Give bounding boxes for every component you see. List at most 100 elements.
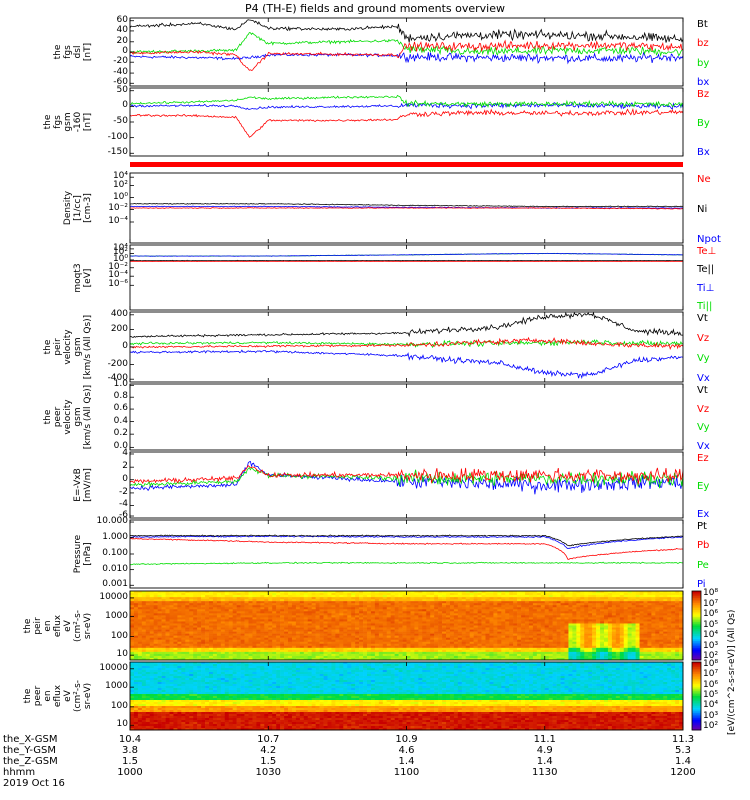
spectrogram-cell <box>584 653 589 657</box>
spectrogram-cell <box>390 657 395 661</box>
spectrogram-cell <box>264 643 269 647</box>
spectrogram-cell <box>323 641 328 645</box>
spectrogram-cell <box>339 619 344 622</box>
spectrogram-cell <box>655 609 660 612</box>
spectrogram-cell <box>611 649 617 653</box>
spectrogram-cell <box>331 635 336 638</box>
spectrogram-cell <box>264 593 269 596</box>
spectrogram-cell <box>335 657 340 661</box>
spectrogram-cell <box>639 623 644 626</box>
spectrogram-cell <box>209 627 214 630</box>
spectrogram-cell <box>465 615 470 618</box>
spectrogram-cell <box>659 609 664 612</box>
spectrogram-cell <box>173 633 178 636</box>
spectrogram-cell <box>671 647 676 651</box>
spectrogram-cell <box>145 710 151 713</box>
spectrogram-cell <box>592 591 597 594</box>
spectrogram-cell <box>268 593 273 596</box>
spectrogram-cell <box>205 651 210 655</box>
spectrogram-cell <box>185 629 190 632</box>
spectrogram-cell <box>141 704 147 707</box>
spectrogram-cell <box>540 617 546 620</box>
spectrogram-cell <box>513 605 518 608</box>
spectrogram-cell <box>675 629 680 632</box>
spectrogram-cell <box>291 657 297 661</box>
spectrogram-cell <box>655 601 660 604</box>
spectrogram-cell <box>647 593 652 596</box>
spectrogram-cell <box>588 643 593 647</box>
spectrogram-cell <box>133 599 139 602</box>
spectrogram-cell <box>446 657 451 661</box>
spectrogram-cell <box>509 649 514 653</box>
spectrogram-cell <box>374 591 380 594</box>
spectrogram-cell <box>264 619 269 622</box>
spectrogram-cell <box>663 637 668 641</box>
spectrogram-cell <box>367 605 372 608</box>
spectrogram-cell <box>386 619 391 622</box>
spectrogram-cell <box>161 607 166 610</box>
spectrogram-cell <box>584 655 589 659</box>
spectrogram-cell <box>224 639 230 643</box>
spectrogram-cell <box>327 599 332 602</box>
spectrogram-cell <box>288 651 293 655</box>
spectrogram-cell <box>414 623 419 626</box>
spectrogram-cell <box>351 633 356 636</box>
spectrogram-cell <box>177 607 182 610</box>
spectrogram-cell <box>406 611 411 614</box>
spectrogram-cell <box>568 599 573 602</box>
spectrogram-cell <box>398 639 403 643</box>
spectrogram-cell <box>430 595 435 598</box>
spectrogram-cell <box>220 595 226 598</box>
spectrogram-cell <box>576 609 581 612</box>
spectrogram-cell <box>303 653 309 657</box>
series-By <box>129 94 684 109</box>
spectrogram-cell <box>224 597 230 600</box>
spectrogram-cell <box>351 641 356 645</box>
spectrogram-cell <box>272 647 277 651</box>
spectrogram-cell <box>374 657 380 661</box>
spectrogram-cell <box>205 655 210 659</box>
spectrogram-cell <box>212 619 218 622</box>
spectrogram-cell <box>295 623 301 626</box>
spectrogram-cell <box>627 623 632 626</box>
spectrogram-cell <box>133 651 139 655</box>
spectrogram-cell <box>141 649 147 653</box>
spectrogram-cell <box>457 603 463 606</box>
spectrogram-cell <box>446 625 451 628</box>
spectrogram-cell <box>165 595 170 598</box>
spectrogram-cell <box>390 609 395 612</box>
spectrogram-cell <box>469 649 474 653</box>
spectrogram-cell <box>149 686 154 689</box>
spectrogram-cell <box>212 653 218 657</box>
spectrogram-cell <box>260 619 265 622</box>
spectrogram-cell <box>189 633 194 636</box>
spectrogram-cell <box>173 629 178 632</box>
spectrogram-cell <box>307 639 312 643</box>
spectrogram-cell <box>130 641 135 645</box>
spectrogram-cell <box>299 651 305 655</box>
spectrogram-cell <box>315 623 320 626</box>
spectrogram-cell <box>536 641 542 645</box>
spectrogram-cell <box>643 615 648 618</box>
spectrogram-cell <box>655 613 660 616</box>
spectrogram-cell <box>181 651 186 655</box>
spectrogram-cell <box>548 657 553 661</box>
spectrogram-cell <box>157 649 162 653</box>
spectrogram-cell <box>133 611 139 614</box>
spectrogram-cell <box>185 603 190 606</box>
spectrogram-cell <box>165 609 170 612</box>
spectrogram-cell <box>252 617 257 620</box>
spectrogram-cell <box>611 647 617 651</box>
spectrogram-cell <box>501 609 506 612</box>
spectrogram-cell <box>145 619 151 622</box>
spectrogram-cell <box>137 643 143 647</box>
spectrogram-cell <box>525 609 530 612</box>
spectrogram-cell <box>149 609 154 612</box>
spectrogram-cell <box>422 637 427 641</box>
spectrogram-cell <box>667 653 672 657</box>
spectrogram-cell <box>426 653 431 657</box>
spectrogram-cell <box>228 651 233 655</box>
spectrogram-cell <box>461 657 467 661</box>
spectrogram-cell <box>465 645 470 649</box>
spectrogram-cell <box>228 643 233 647</box>
